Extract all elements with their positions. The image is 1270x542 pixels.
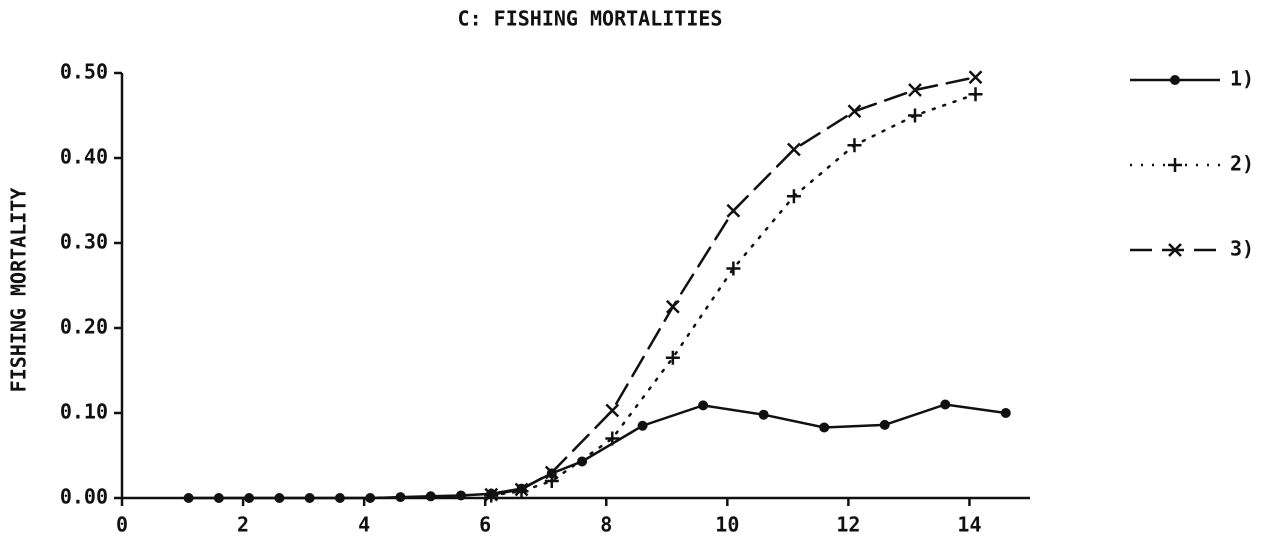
data-point (484, 487, 499, 502)
x-tick-label: 8 (600, 513, 612, 537)
data-point (274, 493, 285, 503)
y-tick-label: 0.20 (60, 315, 108, 339)
data-point (304, 493, 315, 503)
data-point (665, 350, 680, 365)
data-point (908, 83, 922, 97)
data-point (183, 493, 194, 503)
series-line (490, 93, 977, 497)
data-point (395, 492, 406, 503)
data-point (819, 422, 830, 433)
legend-marker (1170, 75, 1180, 85)
legend-marker (1168, 158, 1182, 172)
y-tick-label: 0.00 (60, 485, 108, 509)
data-point (455, 490, 466, 501)
data-point (787, 142, 801, 157)
legend-label: 1) (1230, 67, 1254, 91)
y-axis-label: FISHING MORTALITY (7, 188, 31, 393)
x-tick-label: 0 (116, 513, 128, 537)
data-point (577, 456, 588, 467)
data-point (334, 493, 345, 503)
data-point (758, 409, 769, 420)
legend-marker (1168, 243, 1182, 257)
x-tick-label: 4 (358, 513, 370, 537)
data-point (605, 403, 620, 418)
legend-label: 3) (1230, 237, 1254, 261)
data-point (968, 87, 983, 102)
series-line (490, 76, 977, 496)
chart-title: C: FISHING MORTALITIES (458, 7, 723, 31)
y-tick-label: 0.40 (60, 145, 108, 169)
data-point (637, 420, 648, 431)
data-point (968, 70, 983, 85)
data-point (605, 431, 620, 446)
data-point (698, 400, 709, 411)
x-tick-label: 6 (479, 513, 491, 537)
x-tick-label: 2 (237, 513, 249, 537)
data-point (907, 108, 922, 123)
x-tick-label: 14 (957, 513, 981, 537)
data-point (425, 491, 436, 502)
data-point (940, 399, 951, 410)
data-point (879, 419, 890, 430)
data-point (847, 104, 862, 119)
data-point (544, 465, 559, 480)
data-point (244, 493, 255, 503)
data-point (365, 493, 376, 503)
x-tick-label: 10 (715, 513, 739, 537)
data-point (726, 203, 741, 218)
data-point (1000, 408, 1011, 418)
y-tick-label: 0.50 (60, 60, 108, 84)
y-tick-label: 0.30 (60, 230, 108, 254)
series-line (187, 403, 1008, 500)
data-point (726, 261, 741, 276)
y-tick-label: 0.10 (60, 400, 108, 424)
legend-label: 2) (1230, 152, 1254, 176)
data-point (786, 189, 801, 204)
data-point (847, 138, 862, 153)
data-point (544, 474, 559, 488)
data-point (665, 299, 680, 314)
data-point (514, 482, 529, 497)
x-tick-label: 12 (836, 513, 860, 537)
data-point (213, 493, 224, 503)
